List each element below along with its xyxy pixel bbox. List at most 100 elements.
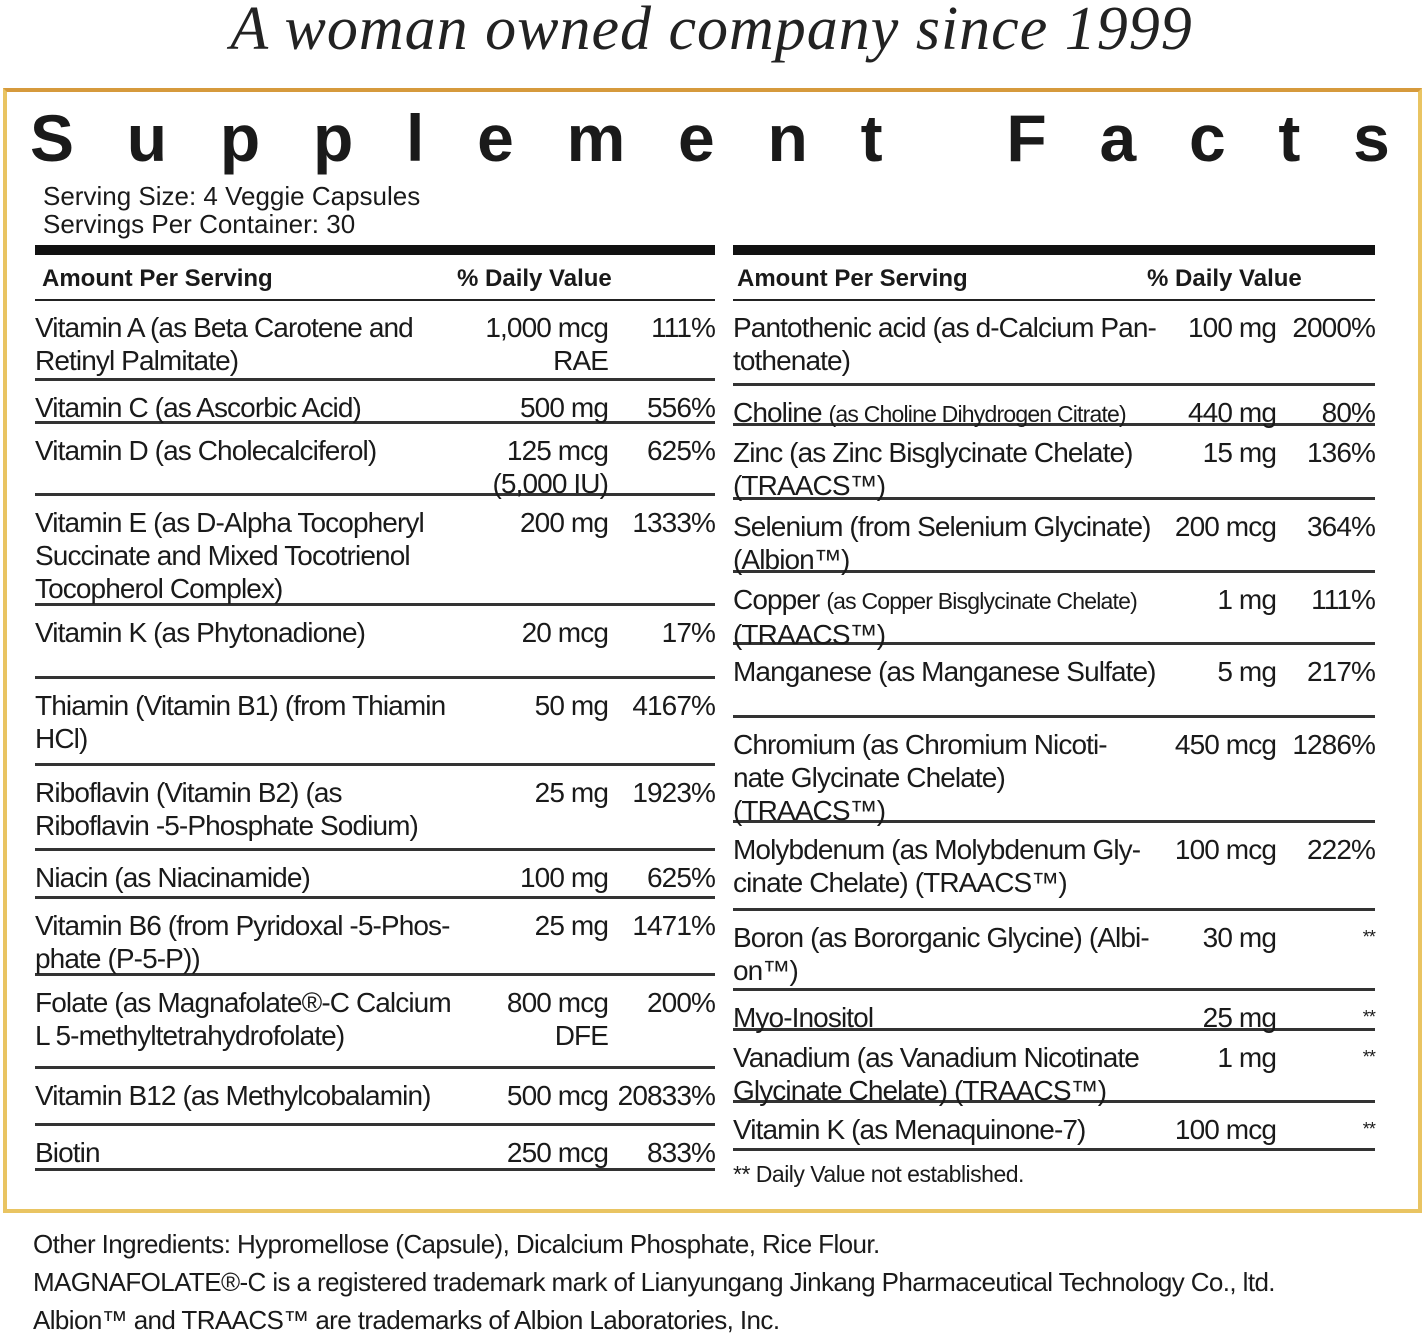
daily-value: 200% — [646, 987, 716, 1018]
dv-header: % Daily Value — [457, 265, 612, 292]
nutrient-row: Riboflavin (Vitamin B2) (as Riboflavin -… — [35, 766, 716, 851]
amount: 500 mg — [520, 392, 609, 423]
title-letter: s — [1353, 101, 1390, 175]
column-header: Amount Per Serving % Daily Value — [35, 255, 715, 301]
daily-value: ** — [1362, 1047, 1376, 1067]
trademark-magnafolate: MAGNAFOLATE®-C is a registered trademark… — [33, 1267, 1276, 1297]
title-letter: t — [860, 101, 883, 175]
nutrient-name: Vitamin K (as Menaquinone-7) — [733, 1114, 1086, 1145]
nutrient-name: Choline (as Choline Dihydrogen Citrate) — [733, 397, 1127, 428]
amount: 800 mcg DFE — [506, 987, 609, 1051]
amount: 20 mcg — [521, 617, 609, 648]
title-letter: e — [678, 101, 715, 175]
amount: 15 mg — [1202, 437, 1277, 468]
title-letter: t — [1278, 101, 1301, 175]
daily-value: 1333% — [632, 507, 716, 538]
nutrient-row: Vitamin K (as Phytonadione) 20 mcg 17% — [35, 606, 716, 679]
nutrient-row: Pantothenic acid (as d-Calcium Pan-tothe… — [733, 301, 1376, 386]
nutrient-name: Vitamin A (as Beta Carotene and Retinyl … — [35, 312, 414, 376]
nutrient-row: Vitamin B6 (from Pyridoxal -5-Phos-phate… — [35, 899, 716, 976]
nutrient-name: Vitamin K (as Phytonadione) — [35, 617, 366, 648]
title-letter: u — [126, 101, 168, 175]
other-ingredients-block: Other Ingredients: Hypromellose (Capsule… — [33, 1225, 1276, 1339]
daily-value: 111% — [651, 312, 716, 343]
nutrient-name: Vitamin C (as Ascorbic Acid) — [35, 392, 362, 423]
nutrient-row: Vitamin B12 (as Methylcobalamin) 500 mcg 2… — [35, 1069, 716, 1126]
daily-value: 1286% — [1292, 729, 1376, 760]
title-letter: p — [312, 101, 354, 175]
nutrient-row: Boron (as Bororganic Glycine) (Albi-on™)… — [733, 911, 1376, 991]
left-column: Amount Per Serving % Daily Value Vitamin… — [35, 245, 716, 1171]
nutrient-name: Selenium (from Selenium Glycinate) (Albi… — [733, 511, 1151, 575]
nutrient-name: Vitamin D (as Cholecalciferol) — [35, 435, 377, 466]
nutrient-row: Biotin 250 mcg 833% — [35, 1126, 716, 1171]
nutrient-row: Selenium (from Selenium Glycinate) (Albi… — [733, 500, 1376, 575]
amount: 30 mg — [1202, 922, 1277, 953]
daily-value: 80% — [1321, 397, 1376, 428]
amount-header: Amount Per Serving — [42, 265, 273, 292]
daily-value: ** — [1362, 1119, 1376, 1139]
other-ingredients: Other Ingredients: Hypromellose (Capsule… — [33, 1229, 880, 1259]
nutrient-name: Folate (as Magnafolate®-C Calcium L 5-me… — [35, 987, 452, 1051]
amount-header: Amount Per Serving — [737, 265, 968, 292]
title-letter — [935, 100, 953, 176]
daily-value: 17% — [661, 617, 716, 648]
amount: 250 mcg — [506, 1137, 609, 1168]
nutrient-name: Zinc (as Zinc Bisglycinate Chelate) (TRA… — [733, 437, 1133, 501]
amount: 1 mg — [1217, 584, 1277, 615]
amount: 125 mcg (5,000 IU) — [492, 435, 609, 499]
nutrient-row: Chromium (as Chromium Nicoti-nate Glycin… — [733, 718, 1376, 826]
amount: 450 mcg — [1174, 729, 1277, 760]
daily-value: 556% — [646, 392, 716, 423]
nutrient-row: Vitamin A (as Beta Carotene and Retinyl … — [35, 301, 716, 381]
daily-value: 625% — [646, 862, 716, 893]
nutrient-name: Boron (as Bororganic Glycine) (Albi-on™) — [733, 922, 1150, 986]
nutrient-row: Copper (as Copper Bisglycinate Chelate) … — [733, 573, 1376, 650]
nutrient-name: Chromium (as Chromium Nicoti-nate Glycin… — [733, 729, 1108, 826]
daily-value: 625% — [646, 435, 716, 466]
title-letter: p — [219, 101, 261, 175]
nutrient-name: Vitamin E (as D-Alpha Tocopheryl Succina… — [35, 507, 425, 604]
thick-divider — [35, 245, 715, 255]
amount: 100 mg — [1188, 312, 1277, 343]
nutrient-row: Choline (as Choline Dihydrogen Citrate) 4… — [733, 386, 1376, 428]
label-frame — [3, 88, 1422, 1213]
title-letter: l — [406, 101, 425, 175]
nutrient-row: Folate (as Magnafolate®-C Calcium L 5-me… — [35, 976, 716, 1069]
daily-value: 111% — [1311, 584, 1376, 615]
amount: 440 mg — [1188, 397, 1277, 428]
nutrient-name: Copper (as Copper Bisglycinate Chelate) … — [733, 584, 1138, 650]
amount: 100 mcg — [1174, 1114, 1277, 1145]
title-letter: e — [477, 101, 514, 175]
amount: 25 mg — [1202, 1002, 1277, 1033]
title-letter: c — [1188, 101, 1226, 175]
daily-value: ** — [1362, 1007, 1376, 1027]
amount: 50 mg — [534, 690, 609, 721]
amount: 25 mg — [534, 777, 609, 808]
tagline: A woman owned company since 1999 — [230, 0, 1193, 63]
title-letter: n — [767, 101, 808, 175]
daily-value: 4167% — [632, 690, 716, 721]
amount: 500 mcg — [506, 1080, 609, 1111]
amount: 200 mcg — [1174, 511, 1277, 542]
title-letter: m — [566, 101, 626, 175]
nutrient-name: Thiamin (Vitamin B1) (from Thiamin HCl) — [35, 690, 446, 754]
nutrient-name: Vitamin B6 (from Pyridoxal -5-Phos-phate… — [35, 910, 450, 974]
amount: 100 mcg — [1174, 834, 1277, 865]
serving-info: Serving Size: 4 Veggie Capsules Servings… — [43, 182, 420, 238]
daily-value: 222% — [1306, 834, 1376, 865]
nutrient-name: Vanadium (as Vanadium Nicotinate Glycina… — [733, 1042, 1140, 1106]
daily-value: 1923% — [632, 777, 716, 808]
daily-value: 1471% — [632, 910, 716, 941]
nutrient-row: Molybdenum (as Molybdenum Gly-cinate Che… — [733, 823, 1376, 911]
daily-value: 364% — [1306, 511, 1376, 542]
daily-value: 2000% — [1292, 312, 1376, 343]
title-letter: S — [30, 101, 75, 175]
nutrient-row: Vitamin D (as Cholecalciferol) 125 mcg (5… — [35, 424, 716, 499]
daily-value: 20833% — [617, 1080, 716, 1111]
trademark-albion: Albion™ and TRAACS™ are trademarks of Al… — [33, 1305, 780, 1335]
title-letter: a — [1099, 101, 1137, 175]
nutrient-name: Niacin (as Niacinamide) — [35, 862, 311, 893]
nutrient-row: Zinc (as Zinc Bisglycinate Chelate) (TRA… — [733, 426, 1376, 501]
